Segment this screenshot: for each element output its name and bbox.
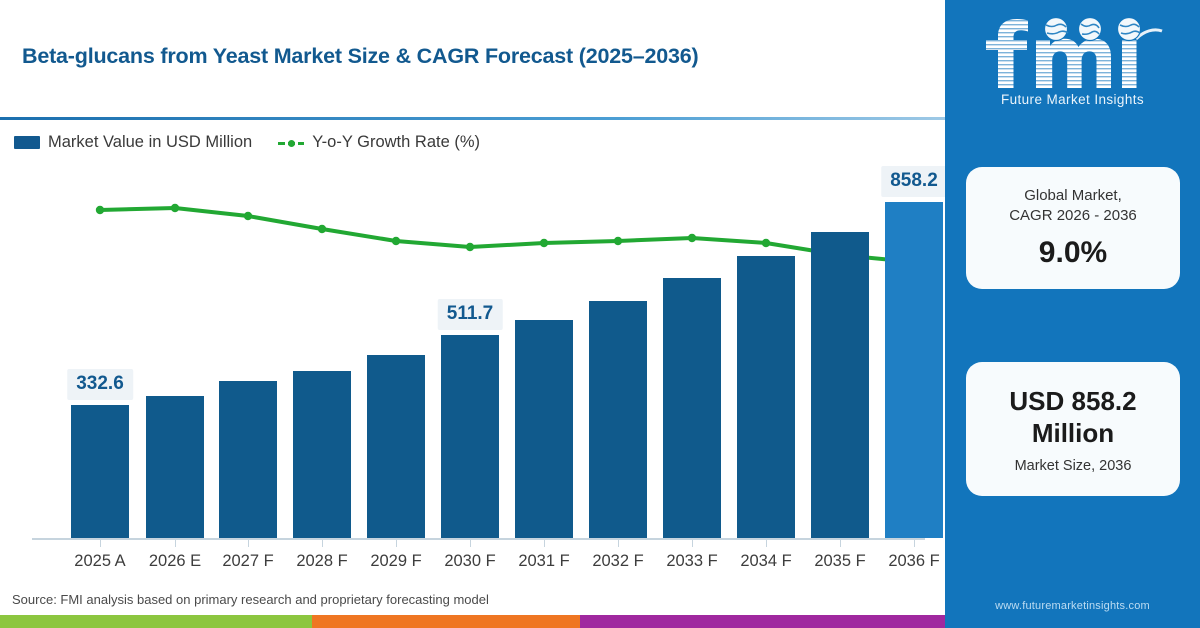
x-axis-tick	[396, 538, 397, 547]
bar-value-label-2030-f: 511.7	[437, 299, 503, 330]
legend-line-swatch-icon	[278, 136, 305, 149]
strip-segment-purple	[580, 615, 945, 628]
bar-2027-f[interactable]	[219, 381, 277, 538]
bar-2029-f[interactable]	[367, 355, 425, 538]
bar-value-label-2025-a: 332.6	[67, 369, 133, 400]
x-axis-tick	[766, 538, 767, 547]
x-axis-tick	[544, 538, 545, 547]
website-url[interactable]: www.futuremarketinsights.com	[995, 600, 1150, 612]
bar-2031-f[interactable]	[515, 320, 573, 538]
growth-rate-marker-2030-f[interactable]	[465, 242, 475, 252]
x-axis-tick	[692, 538, 693, 547]
growth-rate-marker-2031-f[interactable]	[539, 238, 549, 248]
growth-rate-marker-2034-f[interactable]	[761, 238, 771, 248]
x-axis-label-2028-f: 2028 F	[296, 552, 348, 570]
x-axis-tick	[914, 538, 915, 547]
strip-segment-green	[0, 615, 312, 628]
market-size-caption: Market Size, 2036	[1014, 457, 1132, 474]
chart-panel: Beta-glucans from Yeast Market Size & CA…	[0, 44, 947, 607]
bar-2036-f[interactable]	[885, 202, 943, 538]
x-axis-label-2035-f: 2035 F	[814, 552, 866, 570]
bar-2025-a[interactable]	[71, 405, 129, 538]
market-size-card: USD 858.2 Million Market Size, 2036	[966, 362, 1180, 496]
bar-2026-e[interactable]	[146, 396, 204, 538]
cagr-card: Global Market, CAGR 2026 - 2036 9.0%	[966, 167, 1180, 289]
fmi-logo[interactable]: Future Market Insights	[945, 0, 1200, 122]
cagr-card-line2: CAGR 2026 - 2036	[1009, 207, 1137, 224]
x-axis-tick	[248, 538, 249, 547]
bar-2032-f[interactable]	[589, 301, 647, 538]
growth-rate-marker-2028-f[interactable]	[317, 224, 327, 234]
market-size-value-line1: USD 858.2	[1009, 385, 1137, 416]
x-axis-label-2033-f: 2033 F	[666, 552, 718, 570]
source-note: Source: FMI analysis based on primary re…	[12, 592, 489, 607]
growth-rate-line	[98, 206, 916, 264]
x-axis-tick	[100, 538, 101, 547]
x-axis-label-2026-e: 2026 E	[148, 552, 202, 570]
header-divider	[0, 117, 945, 120]
legend-label-growth-rate: Y-o-Y Growth Rate (%)	[312, 133, 480, 151]
sidebar: Future Market Insights Global Market, CA…	[945, 0, 1200, 628]
bar-2033-f[interactable]	[663, 278, 721, 538]
growth-rate-marker-2029-f[interactable]	[391, 236, 401, 246]
bar-2035-f[interactable]	[811, 232, 869, 538]
legend-label-market-value: Market Value in USD Million	[48, 133, 253, 151]
cagr-card-line1: Global Market,	[1024, 186, 1122, 204]
x-axis-label-2036-f: 2036 F	[888, 552, 940, 570]
legend-item-market-value[interactable]: Market Value in USD Million	[14, 133, 252, 152]
x-axis-label-2034-f: 2034 F	[740, 552, 792, 570]
x-axis-label-2027-f: 2027 F	[222, 552, 274, 570]
legend-bar-swatch-icon	[14, 136, 40, 149]
fmi-tagline: Future Market Insights	[1000, 91, 1145, 107]
bar-2028-f[interactable]	[293, 371, 351, 538]
bar-value-label-2036-f: 858.2	[881, 166, 947, 197]
x-axis-label-2030-f: 2030 F	[444, 552, 496, 570]
bar-2030-f[interactable]	[441, 335, 499, 538]
growth-rate-marker-2033-f[interactable]	[687, 233, 697, 243]
market-size-value-line2: Million	[1031, 418, 1115, 448]
x-axis-label-2031-f: 2031 F	[518, 552, 570, 570]
x-axis-label-2025-a: 2025 A	[74, 552, 126, 570]
cagr-value: 9.0%	[1038, 236, 1108, 270]
x-axis-tick	[470, 538, 471, 547]
growth-rate-marker-2027-f[interactable]	[243, 211, 253, 221]
growth-rate-marker-2025-a[interactable]	[95, 205, 105, 215]
growth-rate-marker-2026-e[interactable]	[170, 203, 180, 213]
fmi-wordmark-icon	[985, 16, 1163, 88]
x-axis-tick	[618, 538, 619, 547]
legend-item-growth-rate[interactable]: Y-o-Y Growth Rate (%)	[278, 133, 480, 152]
plot-area: 332.6 511.7 858.2	[32, 160, 947, 547]
page-title: Beta-glucans from Yeast Market Size & CA…	[22, 44, 699, 68]
chart-legend: Market Value in USD Million Y-o-Y Growth…	[14, 133, 480, 152]
x-axis-label-2032-f: 2032 F	[592, 552, 644, 570]
strip-segment-orange	[312, 615, 580, 628]
x-axis-label-2029-f: 2029 F	[370, 552, 422, 570]
x-axis-tick	[175, 538, 176, 547]
x-axis-tick	[322, 538, 323, 547]
x-axis-line	[32, 538, 925, 540]
x-axis-labels: 2025 A 2026 E 2027 F 2028 F 2029 F 2030 F 2031…	[32, 552, 939, 582]
growth-rate-marker-2032-f[interactable]	[613, 236, 623, 246]
bar-2034-f[interactable]	[737, 256, 795, 538]
x-axis-tick	[840, 538, 841, 547]
